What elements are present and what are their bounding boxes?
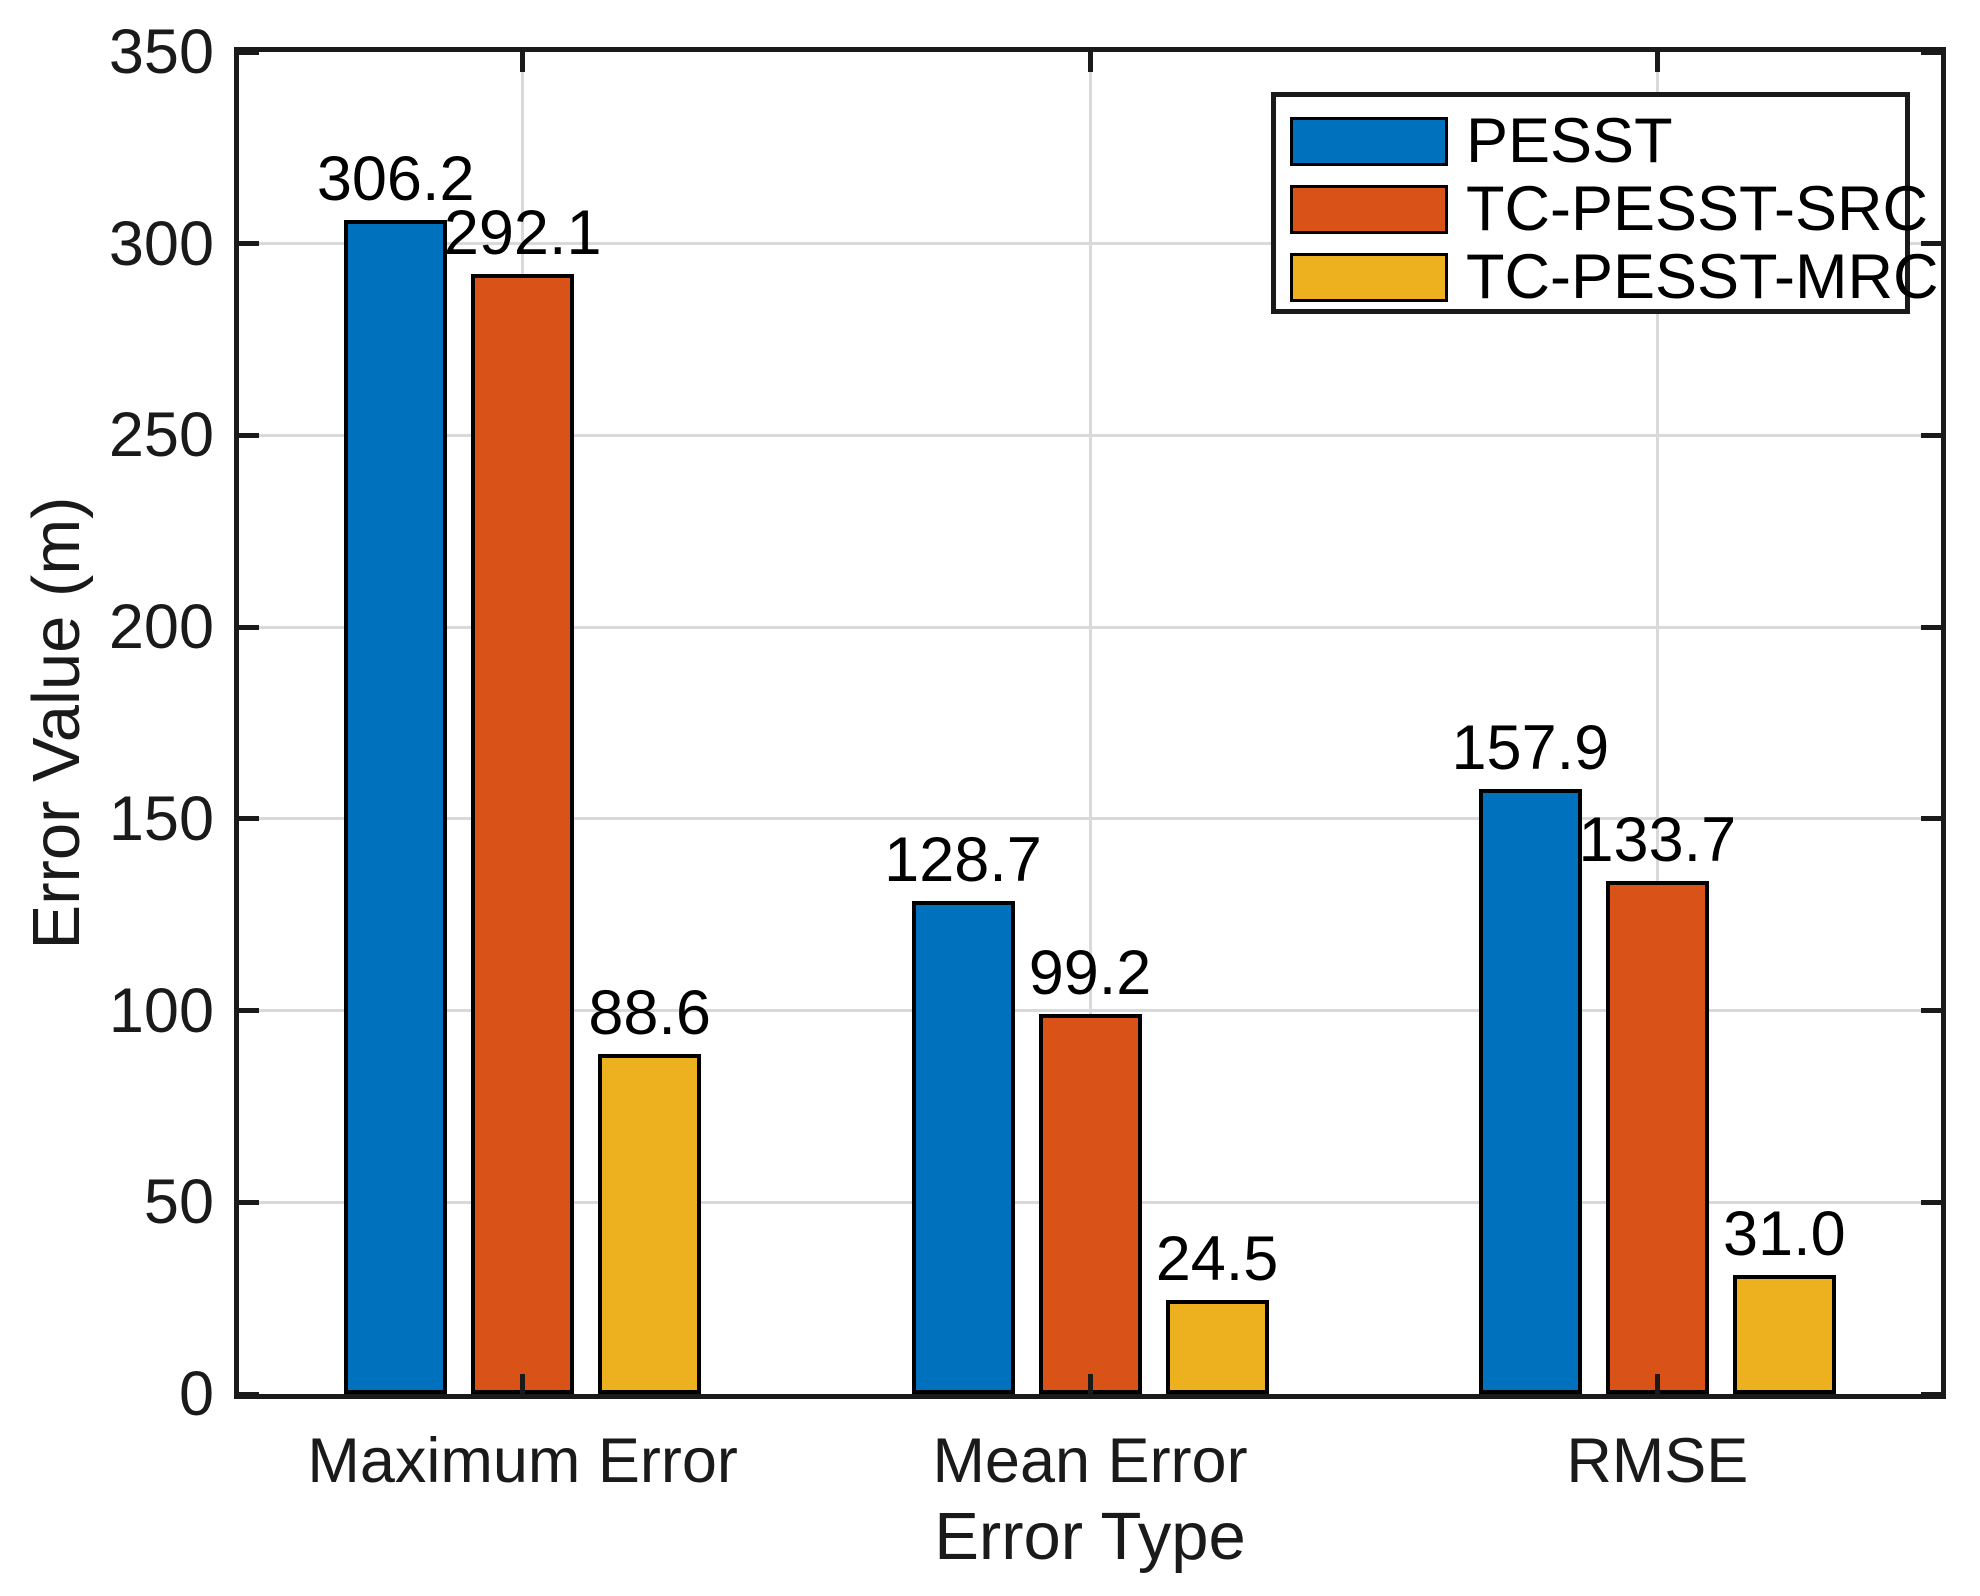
x-axis-label: Error Type (934, 1499, 1246, 1574)
bar (598, 1054, 702, 1394)
bar-value-label: 99.2 (1028, 937, 1152, 1008)
y-tick (1921, 1391, 1941, 1397)
x-tick (1087, 52, 1093, 72)
y-tick-label: 150 (108, 783, 214, 854)
y-tick (239, 1391, 259, 1397)
x-tick (520, 52, 526, 72)
x-tick-label: RMSE (1566, 1426, 1749, 1496)
y-tick-label: 300 (108, 208, 214, 279)
y-tick (1921, 241, 1941, 247)
legend-label: PESST (1466, 106, 1673, 176)
y-tick (239, 1008, 259, 1014)
plot-area: 306.2 292.1 88.6 128.7 99.2 24.5 157.9 133.7 31.… (239, 49, 1941, 1397)
legend-item: TC-PESST-MRC (1290, 243, 1939, 311)
bar-value-label: 157.9 (1451, 712, 1610, 783)
bar (1165, 1300, 1269, 1394)
x-tick (1087, 1374, 1093, 1394)
y-tick (239, 241, 259, 247)
y-tick-label: 50 (143, 1167, 214, 1238)
y-tick-label: 0 (178, 1359, 214, 1429)
x-tick (1654, 1374, 1660, 1394)
y-tick (1921, 1199, 1941, 1205)
x-tick-label: Maximum Error (307, 1426, 738, 1496)
y-tick (1921, 49, 1941, 55)
y-tick (1921, 432, 1941, 438)
legend-swatch (1290, 184, 1448, 234)
legend-swatch (1290, 252, 1448, 302)
y-tick-label: 250 (108, 400, 214, 471)
x-tick (1654, 52, 1660, 72)
bar (1038, 1013, 1142, 1394)
y-tick (1921, 1008, 1941, 1014)
bar (1605, 881, 1709, 1394)
y-tick (239, 432, 259, 438)
y-tick-label: 200 (108, 592, 214, 663)
legend-item: PESST (1290, 107, 1905, 175)
x-tick (520, 1374, 526, 1394)
bar-value-label: 24.5 (1155, 1224, 1279, 1295)
y-tick (239, 1199, 259, 1205)
y-tick-label: 350 (108, 17, 214, 87)
x-gridline (1655, 52, 1659, 1394)
y-tick (239, 816, 259, 822)
bar-value-label: 31.0 (1723, 1199, 1846, 1270)
bar (1732, 1275, 1836, 1394)
legend: PESST TC-PESST-SRC TC-PESST-MRC (1271, 92, 1939, 314)
bar-value-label: 88.6 (588, 978, 711, 1049)
bar-value-label: 306.2 (316, 143, 475, 214)
y-tick (239, 624, 259, 630)
bar (344, 219, 448, 1394)
legend-swatch (1290, 116, 1448, 166)
bar (1478, 788, 1582, 1394)
y-tick-label: 100 (108, 975, 214, 1046)
legend-item: TC-PESST-SRC (1290, 175, 1928, 243)
legend-label: TC-PESST-MRC (1466, 242, 1939, 312)
bar (471, 274, 575, 1394)
y-tick (1921, 624, 1941, 630)
bar-value-label: 133.7 (1578, 805, 1737, 876)
x-tick-label: Mean Error (932, 1426, 1248, 1496)
x-gridline (1088, 52, 1092, 1394)
bar-value-label: 128.7 (884, 824, 1042, 895)
bar-value-label: 292.1 (443, 198, 602, 269)
y-tick (239, 49, 259, 55)
legend-label: TC-PESST-SRC (1466, 174, 1929, 244)
bar (911, 900, 1015, 1394)
y-axis-label: Error Value (m) (19, 496, 94, 950)
y-tick (1921, 816, 1941, 822)
